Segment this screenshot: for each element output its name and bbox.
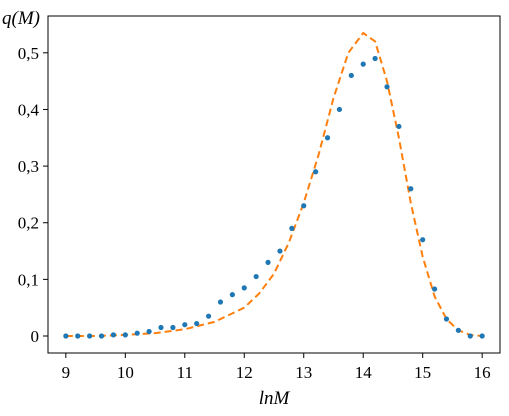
data-point (431, 286, 438, 292)
data-point (289, 225, 295, 231)
data-point (408, 186, 414, 192)
data-point (467, 333, 473, 339)
data-point (63, 333, 69, 339)
data-point (146, 328, 152, 335)
data-point (277, 248, 283, 254)
data-point (360, 61, 366, 67)
x-tick-label: 13 (295, 363, 312, 382)
plot-frame (47, 15, 501, 354)
data-point (241, 285, 247, 291)
y-tick-label: 0 (31, 327, 40, 346)
x-tick-label: 11 (177, 363, 193, 382)
data-point (372, 55, 378, 62)
data-point (396, 123, 402, 130)
data-point (170, 324, 176, 331)
x-axis-label: lnM (259, 388, 291, 409)
data-point (420, 237, 426, 243)
x-tick-label: 16 (474, 363, 491, 382)
dashed-series-line (65, 31, 483, 338)
data-point (265, 259, 271, 265)
y-tick-label: 0,2 (18, 214, 39, 233)
y-axis-label: q(M) (2, 8, 40, 29)
x-tick-label: 9 (62, 363, 71, 382)
y-tick-label: 0,3 (18, 157, 39, 176)
data-point (217, 299, 224, 305)
y-axis-ticks: 0 0,1 0,2 0,3 0,4 0,5 (18, 44, 48, 346)
series-layer (63, 31, 485, 339)
data-point (87, 333, 93, 339)
data-point (205, 313, 212, 319)
y-tick-label: 0,5 (18, 44, 39, 63)
x-tick-label: 15 (414, 363, 431, 382)
x-tick-label: 12 (236, 363, 253, 382)
y-tick-label: 0,4 (18, 100, 40, 119)
y-tick-label: 0,1 (18, 270, 39, 289)
data-point (182, 322, 188, 328)
x-axis-ticks: 9 10 11 12 13 14 15 16 (62, 353, 491, 382)
data-point (336, 106, 343, 113)
data-point (194, 320, 200, 327)
data-point (75, 333, 81, 339)
x-tick-label: 10 (117, 363, 134, 382)
data-point (110, 332, 117, 338)
data-point (98, 333, 105, 339)
data-point (324, 135, 331, 141)
data-point (301, 203, 307, 209)
data-point (229, 292, 235, 298)
data-point (384, 84, 390, 90)
data-point (348, 72, 354, 79)
data-point (122, 332, 128, 338)
data-point (158, 324, 164, 331)
x-tick-label: 14 (355, 363, 373, 382)
data-point (134, 330, 140, 336)
data-point (253, 273, 259, 280)
data-point (455, 327, 461, 333)
data-point (479, 333, 485, 339)
data-point (313, 169, 319, 175)
data-point (443, 316, 450, 322)
